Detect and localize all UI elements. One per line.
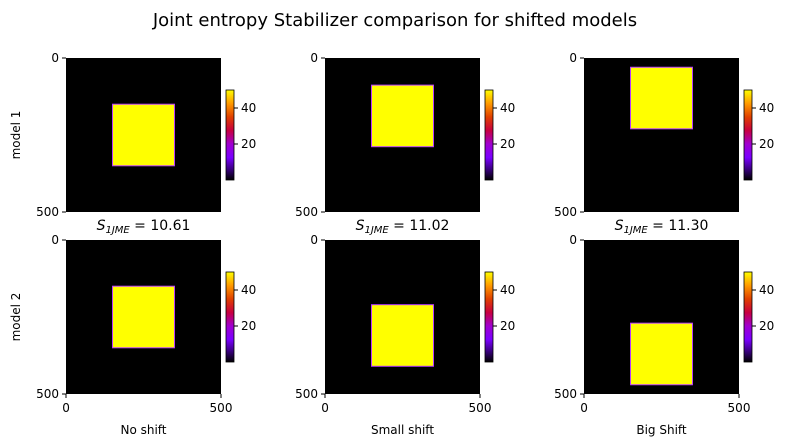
y-tick-label: 500 bbox=[295, 205, 318, 219]
y-tick-label: 0 bbox=[310, 233, 318, 247]
x-tick-label: 0 bbox=[580, 401, 588, 415]
x-tick-label: 500 bbox=[469, 401, 492, 415]
heatmap-square bbox=[112, 285, 175, 349]
heatmap-square bbox=[112, 103, 175, 167]
colorbar-tick-label: 40 bbox=[241, 101, 256, 115]
colorbar-tick-label: 40 bbox=[759, 101, 774, 115]
stat-label-3: S1JME = 11.30 bbox=[615, 218, 709, 236]
stat-value: = 10.61 bbox=[130, 218, 191, 234]
colorbar-tick-label: 40 bbox=[241, 283, 256, 297]
colorbar-gradient bbox=[743, 89, 753, 181]
colorbar-tick-label: 20 bbox=[241, 319, 256, 333]
heatmap-square bbox=[630, 66, 693, 130]
row-label: model 2 bbox=[9, 293, 23, 342]
colorbar-tick-label: 40 bbox=[500, 283, 515, 297]
row-label: model 1 bbox=[9, 111, 23, 160]
y-tick-label: 500 bbox=[36, 387, 59, 401]
colorbar-tick-label: 20 bbox=[500, 137, 515, 151]
colorbar-tick-label: 20 bbox=[500, 319, 515, 333]
stat-subscript: 1JME bbox=[364, 225, 389, 236]
stat-subscript: 1JME bbox=[105, 225, 130, 236]
x-tick-label: 0 bbox=[62, 401, 70, 415]
x-tick-label: 500 bbox=[210, 401, 233, 415]
colorbar-tick-label: 40 bbox=[759, 283, 774, 297]
colorbar-tick-label: 20 bbox=[759, 137, 774, 151]
colorbar-tick-label: 20 bbox=[759, 319, 774, 333]
y-tick-label: 500 bbox=[554, 205, 577, 219]
heatmap-square bbox=[371, 84, 434, 148]
stat-symbol: S bbox=[615, 218, 624, 234]
y-tick-label: 0 bbox=[569, 233, 577, 247]
column-label: Big Shift bbox=[636, 423, 687, 437]
y-tick-label: 0 bbox=[51, 51, 59, 65]
column-label: No shift bbox=[120, 423, 166, 437]
stat-label-2: S1JME = 11.02 bbox=[356, 218, 450, 236]
stat-symbol: S bbox=[97, 218, 106, 234]
column-label: Small shift bbox=[371, 423, 434, 437]
colorbar-gradient bbox=[225, 89, 235, 181]
stat-value: = 11.02 bbox=[389, 218, 450, 234]
colorbar-gradient bbox=[225, 271, 235, 363]
figure-title: Joint entropy Stabilizer comparison for … bbox=[152, 10, 637, 31]
heatmap-square bbox=[371, 304, 434, 367]
x-tick-label: 500 bbox=[728, 401, 751, 415]
heatmap-square bbox=[630, 322, 693, 386]
stat-symbol: S bbox=[356, 218, 365, 234]
stat-value: = 11.30 bbox=[648, 218, 709, 234]
y-tick-label: 0 bbox=[310, 51, 318, 65]
stat-label-1: S1JME = 10.61 bbox=[97, 218, 191, 236]
colorbar-gradient bbox=[484, 89, 494, 181]
y-tick-label: 0 bbox=[51, 233, 59, 247]
y-tick-label: 500 bbox=[36, 205, 59, 219]
colorbar-tick-label: 20 bbox=[241, 137, 256, 151]
y-tick-label: 500 bbox=[554, 387, 577, 401]
x-tick-label: 0 bbox=[321, 401, 329, 415]
colorbar-gradient bbox=[743, 271, 753, 363]
colorbar-tick-label: 40 bbox=[500, 101, 515, 115]
y-tick-label: 500 bbox=[295, 387, 318, 401]
stat-subscript: 1JME bbox=[623, 225, 648, 236]
colorbar-gradient bbox=[484, 271, 494, 363]
y-tick-label: 0 bbox=[569, 51, 577, 65]
